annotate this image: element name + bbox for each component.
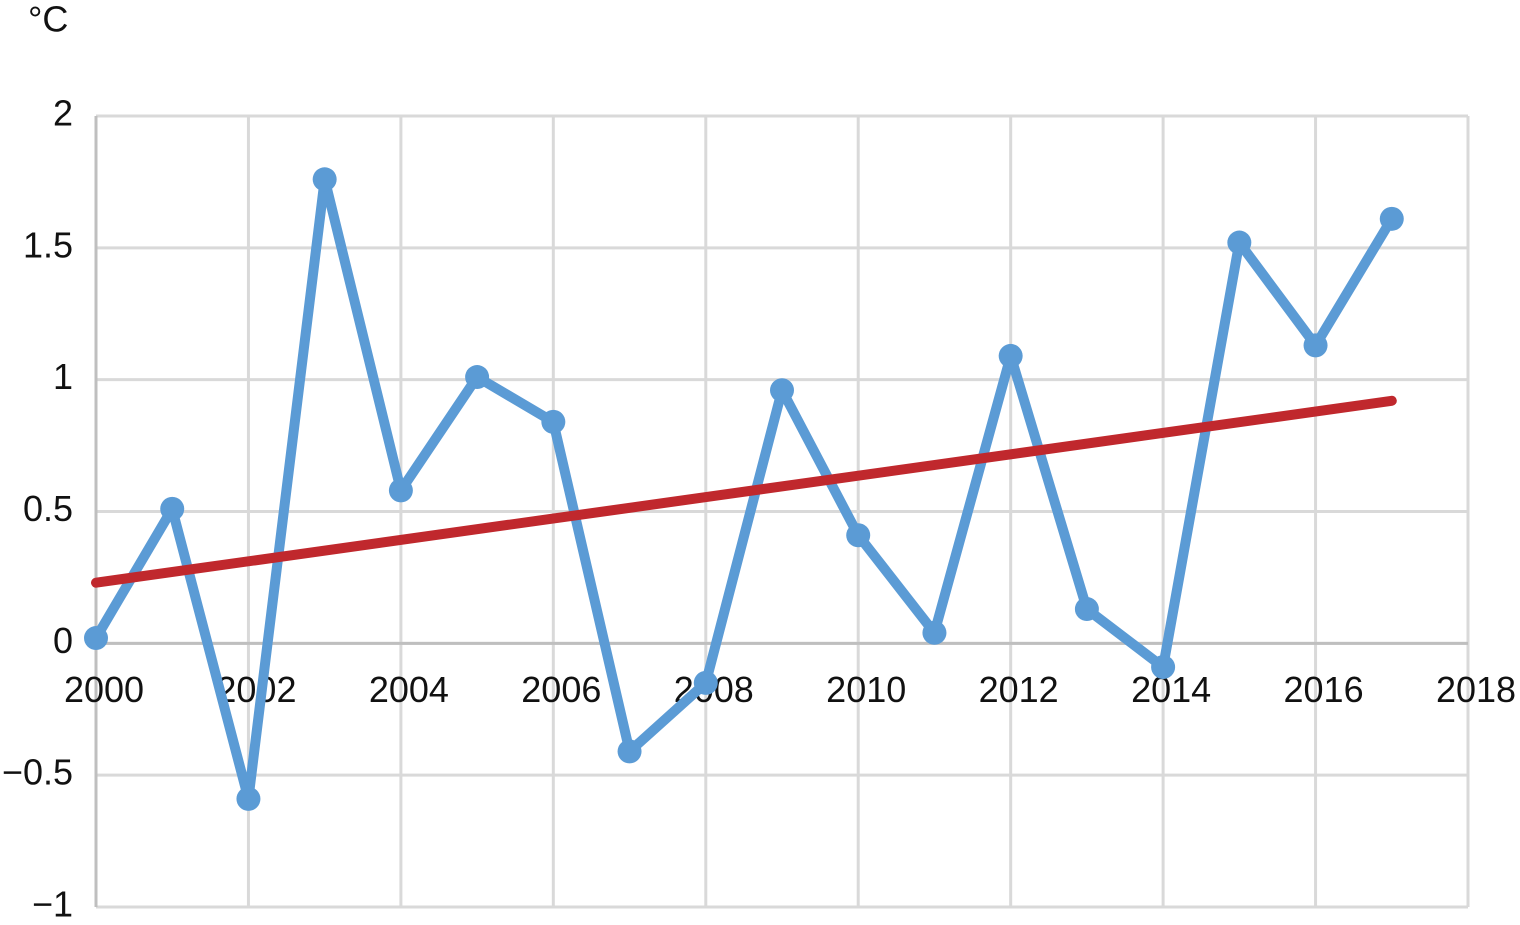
- data-point: [388, 478, 413, 503]
- y-tick-label: 1: [53, 356, 73, 397]
- data-point: [1074, 597, 1099, 622]
- x-tick-label: 2004: [369, 669, 449, 710]
- x-tick-label: 2012: [979, 669, 1059, 710]
- data-point: [770, 378, 794, 403]
- data-point: [1227, 230, 1252, 255]
- y-tick-label: 0.5: [23, 488, 73, 529]
- data-point: [541, 409, 566, 434]
- y-tick-label: −1: [32, 884, 73, 925]
- data-point: [998, 343, 1023, 368]
- data-point: [693, 670, 718, 695]
- data-point: [617, 739, 642, 764]
- y-tick-label: 1.5: [23, 224, 73, 265]
- x-tick-label: 2016: [1284, 669, 1364, 710]
- y-tick-label: 0: [53, 620, 73, 661]
- data-point: [1151, 655, 1176, 680]
- series-line: [91, 395, 1397, 588]
- data-point: [160, 496, 185, 521]
- x-tick-label: 2000: [64, 669, 144, 710]
- data-point: [1303, 333, 1328, 358]
- y-axis-unit: °C: [28, 0, 68, 40]
- data-point: [465, 365, 490, 390]
- x-tick-label: 2018: [1436, 669, 1516, 710]
- x-tick-label: 2010: [826, 669, 906, 710]
- y-tick-label: 2: [53, 93, 73, 134]
- data-point: [236, 786, 261, 811]
- data-point: [846, 523, 871, 548]
- y-tick-label: −0.5: [2, 752, 73, 793]
- data-point: [922, 620, 947, 645]
- data-point: [84, 626, 108, 651]
- data-point: [312, 167, 337, 192]
- x-tick-label: 2006: [521, 669, 601, 710]
- series-line: [91, 174, 1397, 804]
- data-point: [1379, 206, 1404, 231]
